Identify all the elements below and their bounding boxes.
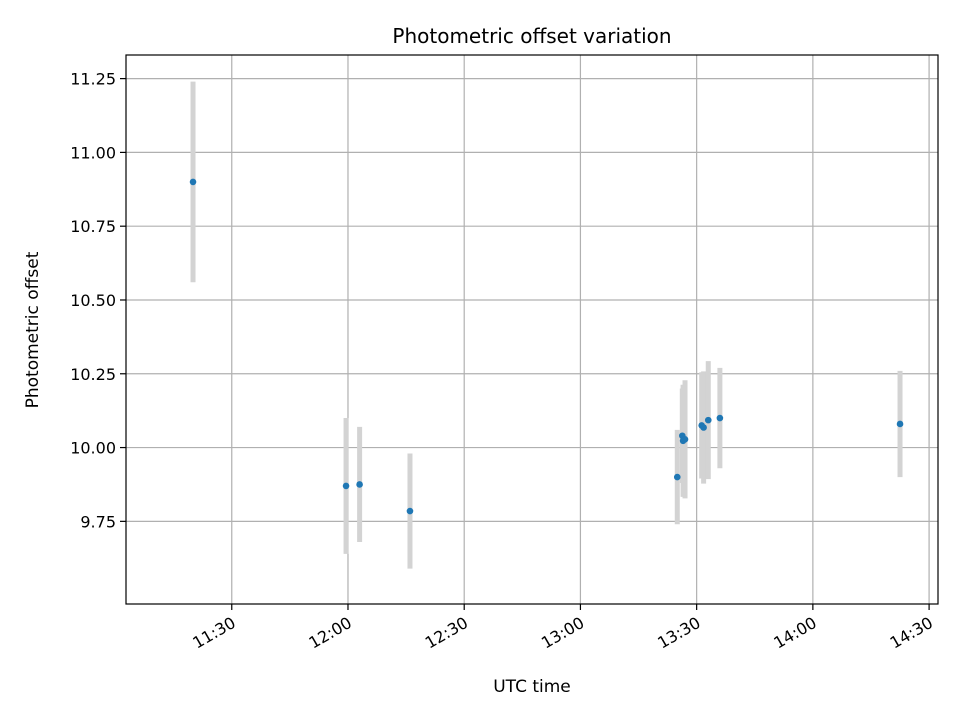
grid [126, 55, 938, 604]
y-tick-label: 11.25 [70, 70, 116, 89]
data-point [189, 178, 197, 186]
data-point [716, 414, 724, 422]
data-points [189, 178, 904, 515]
y-tick-label: 9.75 [80, 512, 116, 531]
chart-title: Photometric offset variation [392, 24, 671, 48]
y-tick-label: 10.00 [70, 439, 116, 458]
y-tick-label: 11.00 [70, 143, 116, 162]
data-point [673, 473, 681, 481]
data-point [896, 420, 904, 428]
data-point [342, 482, 350, 490]
y-axis-label: Photometric offset [23, 251, 43, 408]
y-axis: 9.75 10.00 10.25 10.50 10.75 11.00 11.25 [70, 70, 126, 531]
data-point [356, 481, 363, 488]
data-point [704, 416, 712, 424]
y-tick-label: 10.50 [70, 291, 116, 310]
data-point [406, 507, 414, 515]
data-point [681, 436, 689, 443]
plot-frame [125, 54, 939, 605]
y-tick-label: 10.25 [70, 365, 116, 384]
y-tick-label: 10.75 [70, 217, 116, 236]
x-axis-label: UTC time [493, 677, 571, 697]
data-point [700, 424, 707, 431]
